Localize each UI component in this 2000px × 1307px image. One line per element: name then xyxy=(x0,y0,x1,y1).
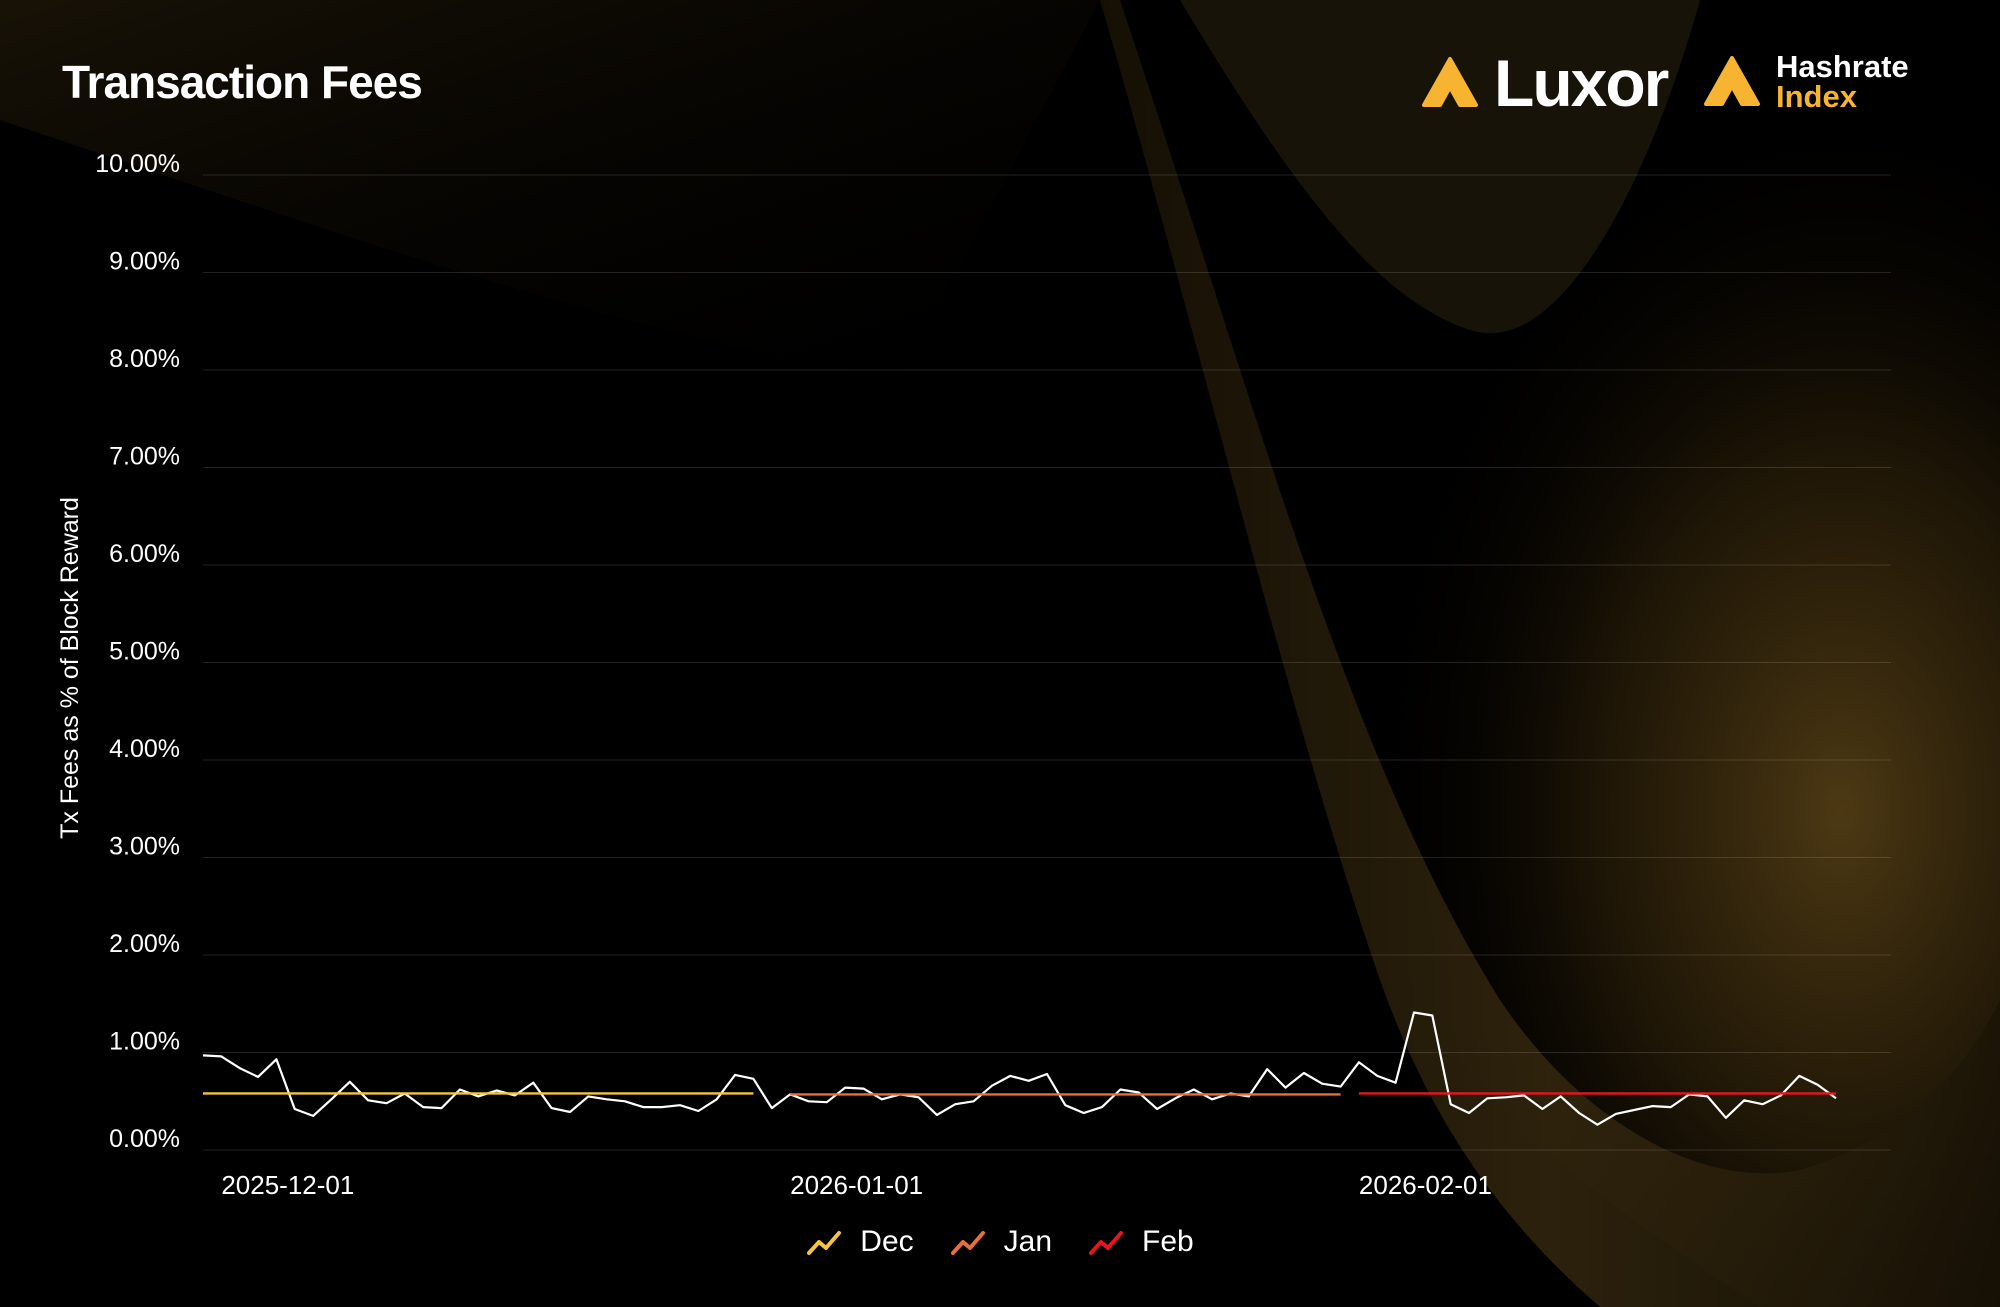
x-tick-label: 2025-12-01 xyxy=(221,1170,354,1200)
legend-label: Jan xyxy=(1003,1225,1053,1258)
legend-trend-icon xyxy=(807,1231,842,1255)
index-wordmark: Index xyxy=(1776,79,1857,114)
y-tick-label: 0.00% xyxy=(109,1125,180,1153)
y-tick-label: 8.00% xyxy=(109,345,180,373)
y-tick-label: 5.00% xyxy=(109,638,180,666)
hashrate-triangle-icon xyxy=(1704,56,1760,106)
legend-item-jan[interactable]: Jan xyxy=(950,1225,1052,1259)
y-tick-label: 2.00% xyxy=(109,930,180,958)
luxor-logo: Luxor xyxy=(1420,46,1669,120)
y-tick-label: 10.00% xyxy=(95,150,180,178)
x-tick-label: 2026-01-01 xyxy=(790,1170,923,1200)
legend-label: Dec xyxy=(860,1225,914,1258)
legend-item-dec[interactable]: Dec xyxy=(806,1225,914,1259)
hashrate-index-logo: Hashrate Index xyxy=(1702,49,1909,114)
fees-series-line xyxy=(202,1011,1837,1126)
legend-item-feb[interactable]: Feb xyxy=(1088,1225,1194,1259)
legend-trend-icon xyxy=(1089,1231,1124,1255)
y-tick-label: 3.00% xyxy=(109,833,180,861)
y-tick-label: 7.00% xyxy=(109,443,180,471)
hashrate-wordmark: Hashrate xyxy=(1776,49,1909,84)
luxor-triangle-icon xyxy=(1422,57,1478,107)
chart-legend: Dec Jan Feb xyxy=(0,1225,2000,1259)
y-tick-label: 1.00% xyxy=(109,1028,180,1056)
y-tick-label: 9.00% xyxy=(109,248,180,276)
x-tick-label: 2026-02-01 xyxy=(1359,1170,1492,1200)
legend-trend-icon xyxy=(950,1231,985,1255)
y-tick-label: 6.00% xyxy=(109,540,180,568)
y-tick-label: 4.00% xyxy=(109,735,180,763)
luxor-wordmark: Luxor xyxy=(1494,46,1669,120)
chart-title: Transaction Fees xyxy=(62,56,423,108)
legend-label: Feb xyxy=(1142,1225,1194,1258)
y-axis-label: Tx Fees as % of Block Reward xyxy=(56,497,84,839)
